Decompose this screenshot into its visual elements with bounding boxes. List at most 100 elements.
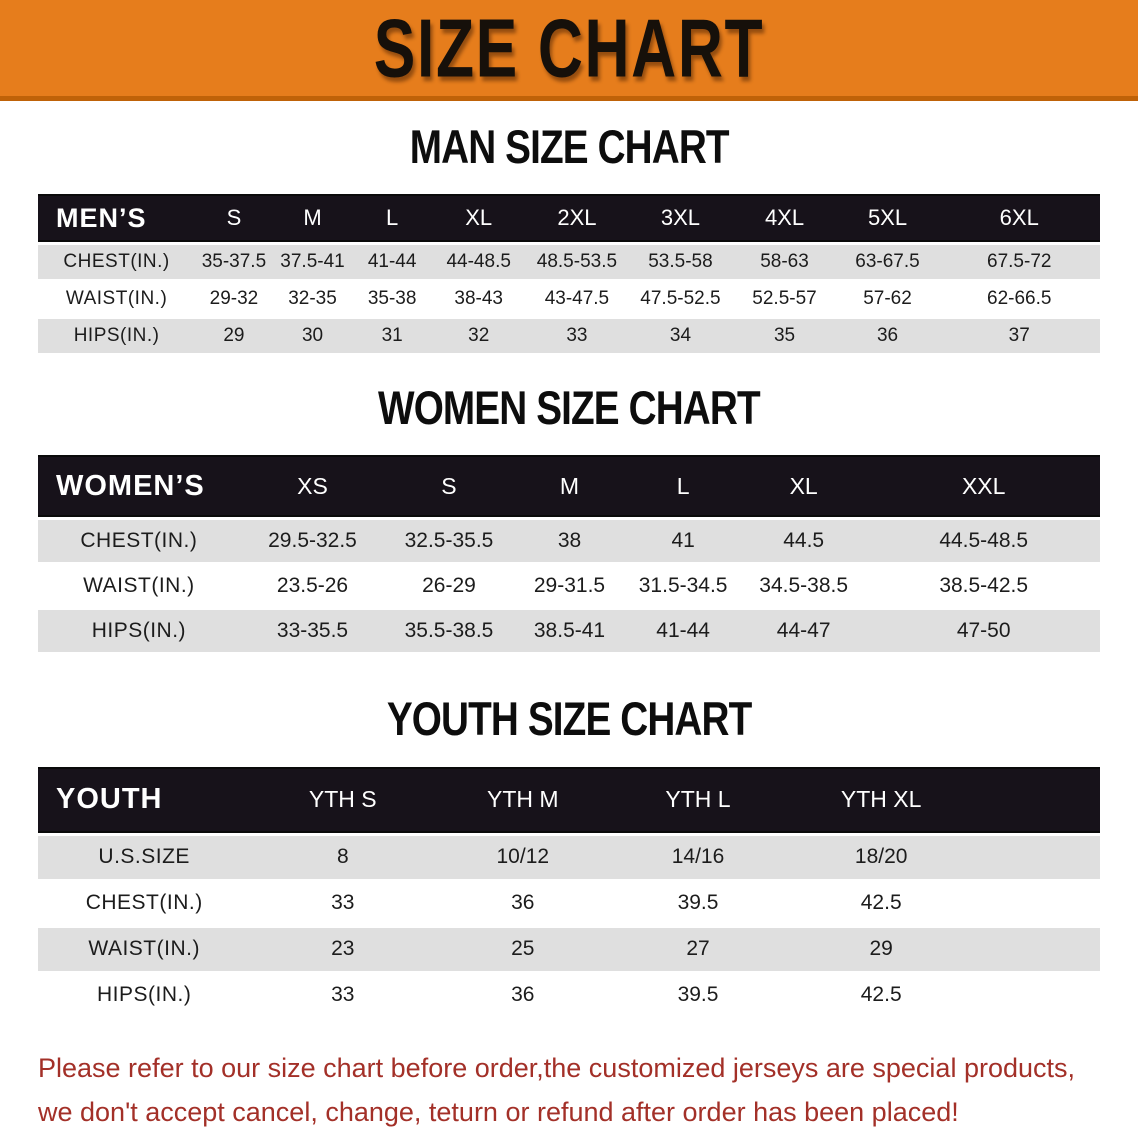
women-table-header-row: WOMEN’S XS S M L XL XXL	[38, 455, 1100, 518]
table-cell: 57-62	[836, 282, 939, 317]
column-header: 6XL	[938, 194, 1100, 243]
youth-table-header-row: YOUTH YTH S YTH M YTH L YTH XL	[38, 766, 1100, 833]
table-cell: 42.5	[785, 973, 977, 1017]
column-header: 4XL	[732, 194, 837, 243]
women-chest-row: CHEST(IN.) 29.5-32.5 32.5-35.5 38 41 44.…	[38, 520, 1100, 563]
women-heading-text: WOMEN SIZE CHART	[378, 382, 761, 436]
table-cell: 48.5-53.5	[525, 245, 629, 280]
row-label: HIPS(IN.)	[38, 973, 251, 1017]
disclaimer: Please refer to our size chart before or…	[38, 1046, 1138, 1132]
table-cell: 34.5-38.5	[739, 565, 868, 608]
men-group-label: MEN’S	[38, 194, 196, 243]
table-cell: 29-31.5	[512, 565, 627, 608]
column-header: S	[385, 455, 513, 518]
table-cell: 38.5-41	[512, 610, 627, 653]
table-cell: 42.5	[785, 881, 977, 925]
table-cell: 8	[250, 835, 436, 879]
table-cell: 47-50	[867, 610, 1100, 653]
table-cell: 33	[250, 973, 436, 1017]
column-header: YTH XL	[785, 766, 977, 833]
men-chest-row: CHEST(IN.) 35-37.5 37.5-41 41-44 44-48.5…	[38, 245, 1100, 280]
table-cell: 23.5-26	[239, 565, 386, 608]
table-cell: 37.5-41	[272, 245, 353, 280]
table-cell: 34	[628, 319, 733, 354]
spacer-cell	[976, 973, 1100, 1017]
table-cell: 37	[938, 319, 1100, 354]
row-label: WAIST(IN.)	[38, 282, 196, 317]
row-label: CHEST(IN.)	[38, 245, 196, 280]
row-label: HIPS(IN.)	[38, 610, 240, 653]
men-hips-row: HIPS(IN.) 29 30 31 32 33 34 35 36 37	[38, 319, 1100, 354]
disclaimer-line-1: Please refer to our size chart before or…	[38, 1052, 1076, 1083]
disclaimer-line-2: we don't accept cancel, change, teturn o…	[38, 1096, 959, 1127]
table-cell: 32	[431, 319, 526, 354]
youth-hips-row: HIPS(IN.) 33 36 39.5 42.5	[38, 973, 1100, 1017]
spacer-cell	[976, 927, 1100, 971]
column-header: YTH L	[610, 766, 786, 833]
table-cell: 39.5	[610, 881, 786, 925]
table-cell: 44.5	[739, 520, 868, 563]
women-section-heading: WOMEN SIZE CHART	[0, 382, 1138, 436]
men-table-header-row: MEN’S S M L XL 2XL 3XL 4XL 5XL 6XL	[38, 194, 1100, 243]
table-cell: 41-44	[352, 245, 432, 280]
table-cell: 38	[512, 520, 627, 563]
table-cell: 10/12	[435, 835, 611, 879]
table-cell: 41	[626, 520, 740, 563]
row-label: WAIST(IN.)	[38, 927, 251, 971]
column-header: XL	[739, 455, 868, 518]
table-cell: 44.5-48.5	[867, 520, 1100, 563]
table-cell: 47.5-52.5	[628, 282, 733, 317]
women-size-table: WOMEN’S XS S M L XL XXL CHEST(IN.) 29.5-…	[38, 452, 1100, 655]
table-cell: 43-47.5	[525, 282, 629, 317]
table-cell: 32.5-35.5	[385, 520, 513, 563]
table-cell: 35-38	[352, 282, 432, 317]
column-header: L	[352, 194, 432, 243]
spacer-cell	[976, 881, 1100, 925]
table-cell: 33	[525, 319, 629, 354]
column-header: XS	[239, 455, 386, 518]
table-cell: 14/16	[610, 835, 786, 879]
women-group-label: WOMEN’S	[38, 455, 240, 518]
men-section-heading: MAN SIZE CHART	[0, 120, 1138, 174]
table-cell: 29	[195, 319, 273, 354]
table-cell: 58-63	[732, 245, 837, 280]
youth-chest-row: CHEST(IN.) 33 36 39.5 42.5	[38, 881, 1100, 925]
table-cell: 44-47	[739, 610, 868, 653]
banner-title: SIZE CHART	[373, 0, 765, 95]
column-header: S	[195, 194, 273, 243]
column-header: 3XL	[628, 194, 733, 243]
row-label: U.S.SIZE	[38, 835, 251, 879]
row-label: HIPS(IN.)	[38, 319, 196, 354]
table-cell: 36	[836, 319, 939, 354]
table-cell: 62-66.5	[938, 282, 1100, 317]
table-cell: 38.5-42.5	[867, 565, 1100, 608]
table-cell: 36	[435, 973, 611, 1017]
column-header: L	[626, 455, 740, 518]
youth-ussize-row: U.S.SIZE 8 10/12 14/16 18/20	[38, 835, 1100, 879]
column-header: YTH S	[250, 766, 436, 833]
table-cell: 53.5-58	[628, 245, 733, 280]
men-heading-text: MAN SIZE CHART	[409, 120, 730, 174]
table-cell: 27	[610, 927, 786, 971]
size-chart-banner: SIZE CHART	[0, 0, 1138, 101]
table-cell: 29.5-32.5	[239, 520, 386, 563]
youth-size-table: YOUTH YTH S YTH M YTH L YTH XL U.S.SIZE …	[38, 764, 1100, 1020]
table-cell: 35	[732, 319, 837, 354]
column-header: M	[512, 455, 627, 518]
column-header: 2XL	[525, 194, 629, 243]
table-cell: 67.5-72	[938, 245, 1100, 280]
row-label: WAIST(IN.)	[38, 565, 240, 608]
table-cell: 32-35	[272, 282, 353, 317]
table-cell: 25	[435, 927, 611, 971]
youth-section-heading: YOUTH SIZE CHART	[0, 695, 1138, 745]
women-hips-row: HIPS(IN.) 33-35.5 35.5-38.5 38.5-41 41-4…	[38, 610, 1100, 653]
column-header: XXL	[867, 455, 1100, 518]
men-waist-row: WAIST(IN.) 29-32 32-35 35-38 38-43 43-47…	[38, 282, 1100, 317]
row-label: CHEST(IN.)	[38, 881, 251, 925]
table-cell: 18/20	[785, 835, 977, 879]
spacer-cell	[976, 766, 1100, 833]
table-cell: 33-35.5	[239, 610, 386, 653]
table-cell: 33	[250, 881, 436, 925]
table-cell: 30	[272, 319, 353, 354]
table-cell: 35-37.5	[195, 245, 273, 280]
